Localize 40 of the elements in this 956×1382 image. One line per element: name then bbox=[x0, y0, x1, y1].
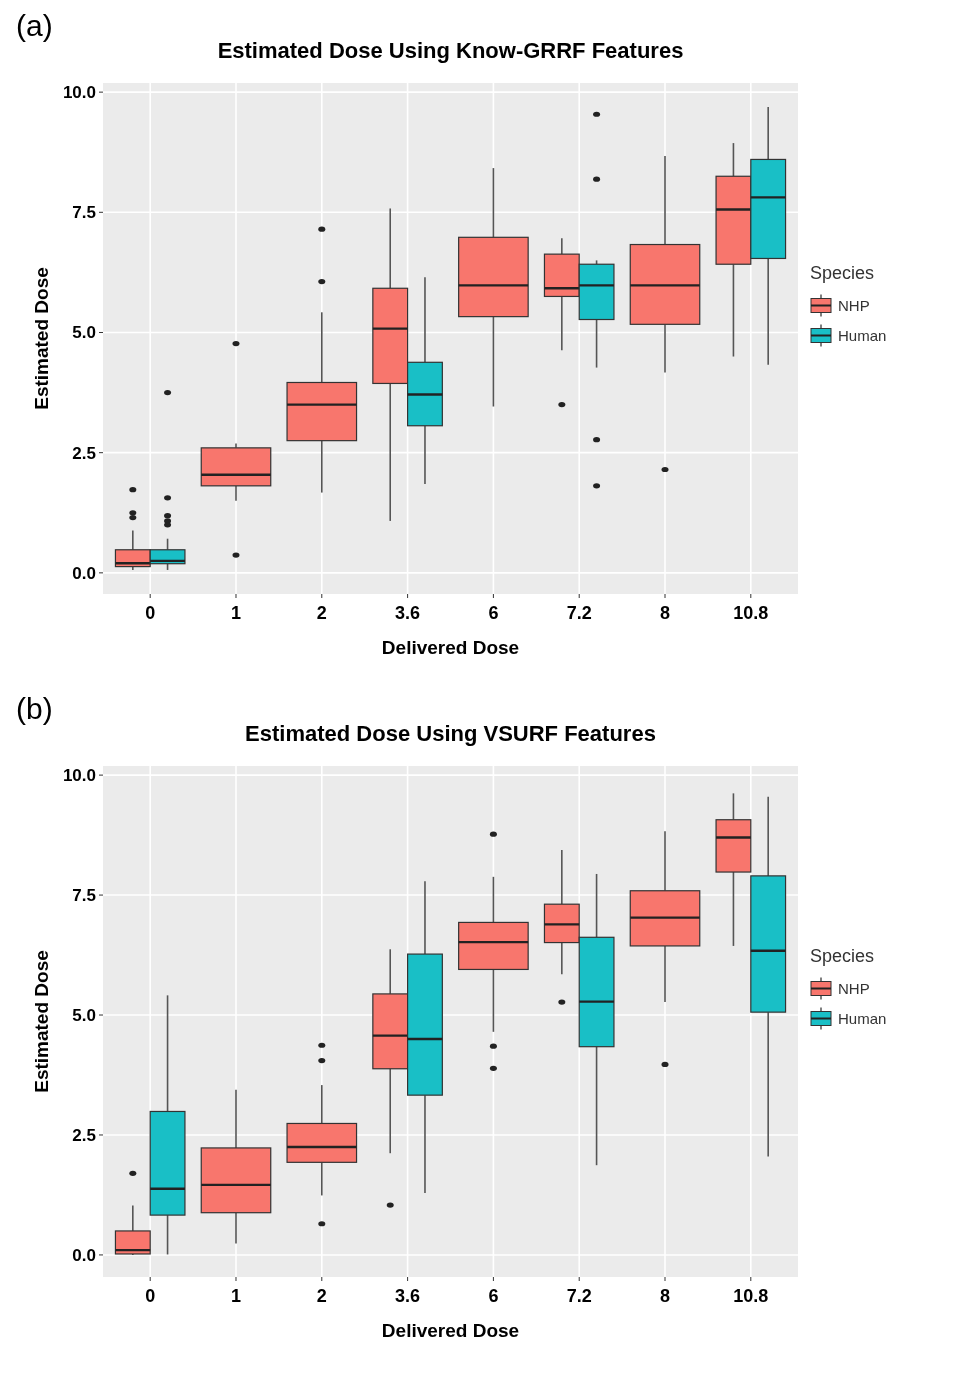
y-tick-label: 2.5 bbox=[72, 443, 96, 463]
x-tick-label: 7.2 bbox=[566, 1286, 592, 1306]
y-tick-label: 2.5 bbox=[72, 1125, 96, 1145]
legend-label: NHP bbox=[838, 979, 870, 997]
x-tick-label: 1 bbox=[230, 1286, 241, 1306]
y-axis-title: Estimated Dose bbox=[31, 267, 52, 410]
x-tick-label: 3.6 bbox=[395, 603, 421, 623]
y-tick-label: 5.0 bbox=[72, 323, 96, 343]
x-tick-label: 7.2 bbox=[566, 603, 592, 623]
x-tick-label: 0 bbox=[145, 603, 156, 623]
x-tick-label: 6 bbox=[488, 603, 499, 623]
x-tick-label: 2 bbox=[316, 1286, 327, 1306]
chart-title: Estimated Dose Using Know-GRRF Features bbox=[217, 38, 684, 63]
x-tick-label: 2 bbox=[316, 603, 327, 623]
chart-title: Estimated Dose Using VSURF Features bbox=[245, 721, 656, 746]
x-tick-label: 10.8 bbox=[733, 603, 769, 623]
x-tick-label: 0 bbox=[145, 1286, 156, 1306]
y-tick-label: 5.0 bbox=[72, 1005, 96, 1025]
legend-label: Human bbox=[838, 1009, 887, 1027]
x-tick-label: 8 bbox=[660, 603, 671, 623]
x-axis-title: Delivered Dose bbox=[381, 1320, 520, 1341]
y-tick-label: 10.0 bbox=[62, 83, 96, 103]
y-tick-label: 0.0 bbox=[72, 563, 96, 583]
y-tick-label: 7.5 bbox=[72, 203, 96, 223]
legend-label: Human bbox=[838, 326, 887, 344]
text: (a) bbox=[16, 9, 53, 42]
y-tick-label: 0.0 bbox=[72, 1245, 96, 1265]
text: (b) bbox=[16, 692, 53, 725]
x-tick-label: 1 bbox=[230, 603, 241, 623]
legend-label: NHP bbox=[838, 296, 870, 314]
x-tick-label: 8 bbox=[660, 1286, 671, 1306]
legend-title: Species bbox=[810, 945, 875, 966]
x-tick-label: 6 bbox=[488, 1286, 499, 1306]
x-axis-title: Delivered Dose bbox=[381, 637, 520, 658]
y-tick-label: 10.0 bbox=[62, 766, 96, 786]
y-axis-title: Estimated Dose bbox=[31, 950, 52, 1093]
legend-title: Species bbox=[810, 262, 875, 283]
y-tick-label: 7.5 bbox=[72, 886, 96, 906]
x-tick-label: 3.6 bbox=[395, 1286, 421, 1306]
x-tick-label: 10.8 bbox=[733, 1286, 769, 1306]
